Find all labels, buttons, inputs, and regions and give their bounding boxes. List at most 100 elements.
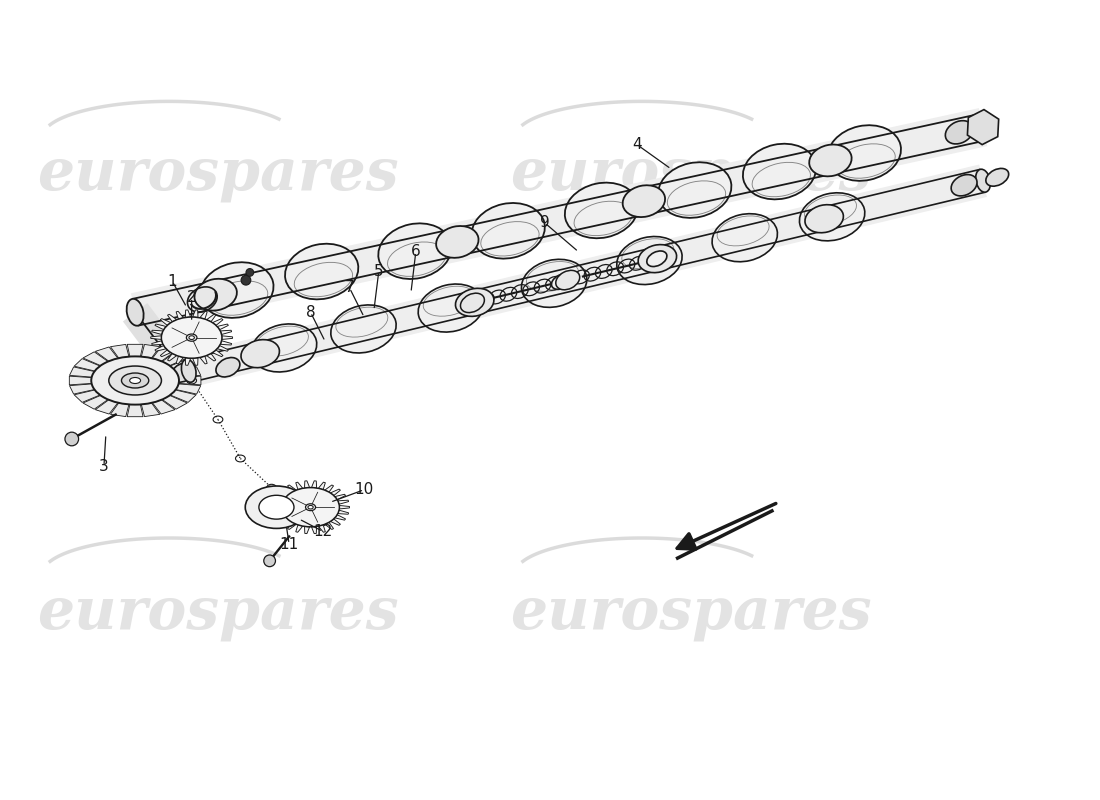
Ellipse shape	[461, 293, 484, 313]
Polygon shape	[305, 526, 309, 534]
Ellipse shape	[623, 186, 666, 217]
Polygon shape	[128, 405, 143, 417]
Polygon shape	[338, 500, 349, 504]
Polygon shape	[330, 489, 340, 495]
Text: 5: 5	[374, 264, 384, 279]
Polygon shape	[273, 510, 283, 514]
Text: 3: 3	[99, 458, 109, 474]
Polygon shape	[200, 311, 207, 319]
Ellipse shape	[241, 340, 279, 368]
Polygon shape	[212, 318, 223, 326]
Polygon shape	[161, 318, 170, 326]
Polygon shape	[296, 482, 303, 490]
Ellipse shape	[109, 366, 162, 395]
Polygon shape	[217, 346, 229, 351]
Ellipse shape	[436, 226, 478, 258]
Ellipse shape	[638, 245, 676, 273]
Polygon shape	[212, 350, 223, 357]
Circle shape	[246, 269, 254, 276]
Polygon shape	[207, 354, 216, 361]
Polygon shape	[176, 367, 200, 377]
Ellipse shape	[418, 284, 484, 332]
Polygon shape	[222, 336, 232, 339]
Text: 1: 1	[167, 274, 177, 289]
Polygon shape	[280, 489, 290, 495]
Ellipse shape	[308, 506, 314, 509]
Polygon shape	[176, 311, 184, 319]
Polygon shape	[96, 400, 118, 414]
Ellipse shape	[952, 174, 977, 196]
Ellipse shape	[521, 259, 586, 307]
Ellipse shape	[331, 305, 396, 353]
Ellipse shape	[200, 262, 274, 318]
Polygon shape	[82, 352, 108, 366]
Polygon shape	[318, 482, 326, 490]
Polygon shape	[324, 485, 333, 492]
Polygon shape	[74, 390, 100, 402]
Circle shape	[241, 275, 251, 285]
Ellipse shape	[91, 356, 179, 405]
Ellipse shape	[282, 487, 340, 527]
Polygon shape	[967, 110, 999, 145]
Text: 2: 2	[187, 290, 197, 305]
Polygon shape	[170, 358, 196, 371]
Polygon shape	[152, 400, 175, 414]
Polygon shape	[217, 324, 229, 330]
Ellipse shape	[186, 334, 197, 342]
Polygon shape	[141, 345, 160, 358]
Polygon shape	[334, 494, 345, 500]
Ellipse shape	[800, 193, 865, 241]
Polygon shape	[176, 356, 184, 364]
Polygon shape	[162, 352, 187, 366]
Polygon shape	[178, 376, 201, 385]
Ellipse shape	[245, 486, 308, 529]
Polygon shape	[287, 522, 296, 530]
Text: eurospares: eurospares	[37, 146, 399, 202]
Polygon shape	[170, 390, 196, 402]
Polygon shape	[276, 494, 286, 500]
Text: 10: 10	[354, 482, 374, 497]
Ellipse shape	[285, 244, 359, 299]
Ellipse shape	[551, 274, 572, 290]
Ellipse shape	[378, 223, 452, 279]
Text: 8: 8	[306, 305, 316, 320]
Polygon shape	[167, 354, 177, 361]
Text: 9: 9	[540, 215, 549, 230]
Ellipse shape	[986, 169, 1009, 186]
Ellipse shape	[189, 336, 195, 339]
Ellipse shape	[810, 145, 851, 176]
Ellipse shape	[945, 121, 974, 144]
Polygon shape	[186, 358, 190, 366]
Ellipse shape	[170, 363, 195, 382]
Polygon shape	[176, 384, 200, 394]
Polygon shape	[186, 310, 190, 318]
Ellipse shape	[712, 214, 778, 262]
Polygon shape	[82, 395, 108, 409]
Ellipse shape	[975, 114, 991, 141]
Polygon shape	[324, 522, 333, 530]
Polygon shape	[155, 346, 166, 351]
Polygon shape	[152, 330, 163, 334]
Polygon shape	[128, 344, 143, 357]
Polygon shape	[155, 324, 166, 330]
Text: 4: 4	[632, 137, 642, 152]
Polygon shape	[200, 356, 207, 364]
Polygon shape	[338, 510, 349, 514]
Polygon shape	[152, 341, 163, 345]
Ellipse shape	[258, 495, 294, 519]
Text: eurospares: eurospares	[37, 584, 399, 641]
Ellipse shape	[162, 317, 222, 358]
Ellipse shape	[827, 126, 901, 181]
Polygon shape	[141, 403, 160, 417]
Ellipse shape	[658, 162, 732, 218]
Ellipse shape	[121, 373, 148, 388]
Polygon shape	[272, 506, 282, 509]
Polygon shape	[69, 367, 95, 377]
Ellipse shape	[556, 270, 580, 290]
Polygon shape	[161, 350, 170, 357]
Polygon shape	[152, 347, 175, 362]
Ellipse shape	[126, 299, 144, 326]
Ellipse shape	[306, 504, 316, 510]
Ellipse shape	[617, 237, 682, 285]
Ellipse shape	[182, 359, 196, 382]
